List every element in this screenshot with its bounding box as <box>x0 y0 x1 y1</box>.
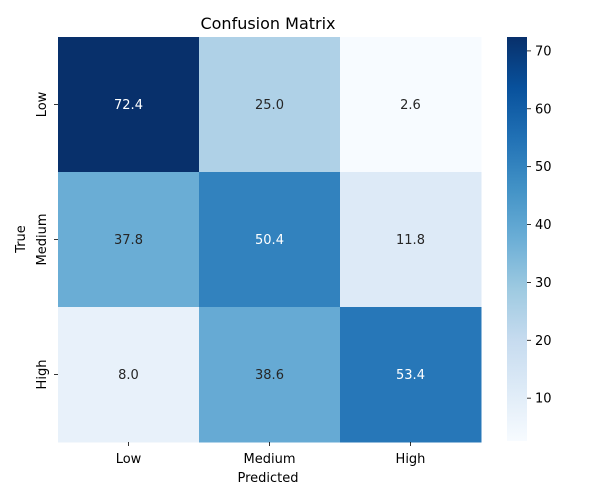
cell-value-label: 72.4 <box>114 98 143 113</box>
colorbar-gradient <box>507 37 527 441</box>
x-axis-label: Predicted <box>237 471 298 486</box>
heatmap-cells <box>58 37 482 443</box>
heatmap-cell <box>340 307 482 443</box>
heatmap-cell <box>340 172 482 308</box>
y-tick-label: Medium <box>35 214 50 266</box>
cell-value-label: 53.4 <box>396 368 425 383</box>
heatmap-cell <box>199 37 341 173</box>
colorbar-tick-label: 50 <box>535 160 552 175</box>
chart-title: Confusion Matrix <box>200 14 335 33</box>
cell-value-label: 38.6 <box>255 368 284 383</box>
colorbar-ticks: 10 20 30 40 50 60 70 <box>527 44 552 407</box>
colorbar-tick-label: 20 <box>535 334 552 349</box>
heatmap-cell <box>340 37 482 173</box>
y-axis-label: True <box>14 225 29 254</box>
cell-value-label: 2.6 <box>400 98 421 113</box>
heatmap-cell <box>58 172 200 308</box>
colorbar-tick-label: 30 <box>535 276 552 291</box>
cell-value-label: 50.4 <box>255 233 284 248</box>
x-tick-label: Medium <box>244 452 296 467</box>
colorbar-tick-label: 40 <box>535 218 552 233</box>
cell-value-label: 37.8 <box>114 233 143 248</box>
cell-value-label: 11.8 <box>396 233 425 248</box>
colorbar-tick-label: 70 <box>535 44 552 59</box>
heatmap-cell <box>199 172 341 308</box>
heatmap-cell <box>199 307 341 443</box>
x-tick-label: High <box>396 452 426 467</box>
cell-value-label: 8.0 <box>118 368 139 383</box>
colorbar-tick-label: 60 <box>535 102 552 117</box>
heatmap-cell-labels: 72.4 25.0 2.6 37.8 50.4 11.8 8.0 38.6 53.4 <box>114 98 425 383</box>
colorbar: 10 20 30 40 50 60 70 <box>507 37 552 441</box>
x-axis-ticks: Low Medium High <box>116 442 426 467</box>
heatmap-cell <box>58 307 200 443</box>
colorbar-tick-label: 10 <box>535 392 552 407</box>
x-tick-label: Low <box>116 452 142 467</box>
y-axis-ticks: Low Medium High <box>35 91 58 389</box>
y-tick-label: High <box>35 360 50 390</box>
heatmap-cell <box>58 37 200 173</box>
cell-value-label: 25.0 <box>255 98 284 113</box>
y-tick-label: Low <box>35 91 50 117</box>
